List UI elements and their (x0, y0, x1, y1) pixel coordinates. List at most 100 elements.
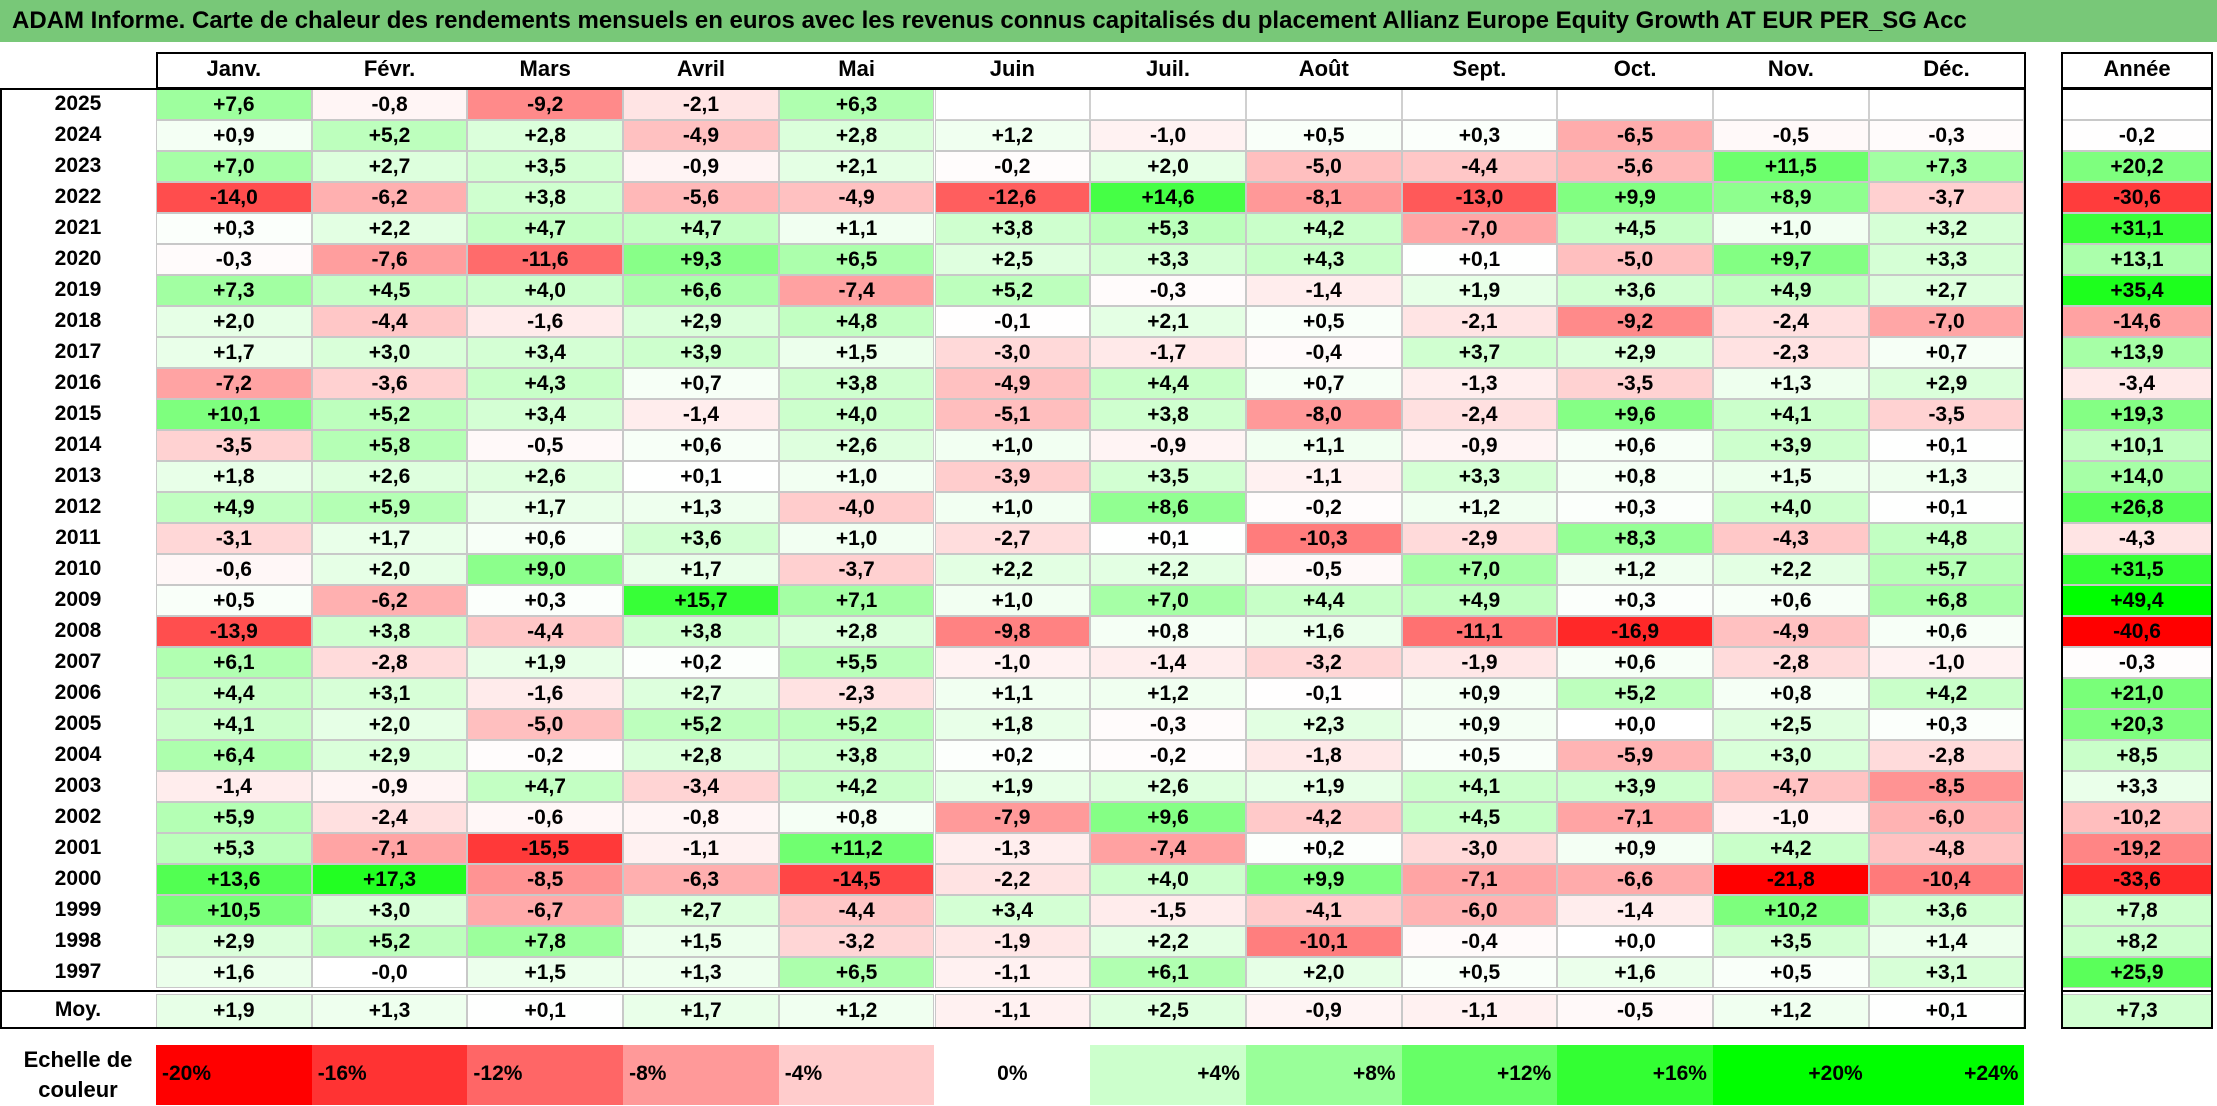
heatmap-cell: -4,4 (1401, 151, 1558, 182)
heatmap-cell: -1,3 (1401, 368, 1558, 399)
heatmap-cell: -8,1 (1245, 182, 1402, 213)
chart-title: ADAM Informe. Carte de chaleur des rende… (0, 0, 2217, 42)
heatmap-cell: +1,1 (778, 213, 935, 244)
heatmap-cell: -1,1 (1245, 461, 1402, 492)
heatmap-cell: +4,1 (156, 709, 312, 740)
heatmap-cell: +2,7 (623, 895, 779, 926)
heatmap-cell: -1,9 (934, 926, 1091, 957)
heatmap-cell: -7,9 (934, 802, 1091, 833)
heatmap-cell: +1,7 (467, 492, 624, 523)
heatmap-cell: +2,0 (1090, 151, 1246, 182)
heatmap-cell: +3,6 (1868, 895, 2025, 926)
heatmap-cell: +3,8 (467, 182, 624, 213)
color-scale-stop: +20% (1713, 1045, 1869, 1105)
year-label: 2002 (54, 805, 102, 828)
heatmap-cell: -6,2 (311, 585, 468, 616)
heatmap-cell: -3,4 (623, 771, 779, 802)
heatmap-cell: +3,8 (311, 616, 468, 647)
heatmap-cell: +3,0 (311, 895, 468, 926)
heatmap-cell: +0,3 (1557, 585, 1713, 616)
heatmap-cell: +5,2 (778, 709, 935, 740)
heatmap-cell: +4,5 (1401, 802, 1558, 833)
year-label: 2014 (54, 433, 102, 456)
heatmap-cell: -0,1 (934, 306, 1091, 337)
heatmap-cell: +0,0 (1557, 709, 1713, 740)
average-cell: -0,5 (1557, 994, 1713, 1028)
annual-cell: +49,4 (2061, 585, 2213, 616)
heatmap-cell: +6,1 (156, 647, 312, 678)
heatmap-cell: +5,2 (1557, 678, 1713, 709)
year-label: 2024 (54, 123, 102, 146)
heatmap-cell: -4,0 (778, 492, 935, 523)
heatmap-cell: +1,9 (1401, 275, 1558, 306)
heatmap-cell: +0,9 (1401, 709, 1558, 740)
heatmap-cell: -1,0 (1868, 647, 2025, 678)
heatmap-cell: +0,2 (934, 740, 1091, 771)
heatmap-cell: -2,8 (1713, 647, 1869, 678)
heatmap-cell: -1,6 (467, 678, 624, 709)
year-label: 2009 (54, 588, 102, 611)
heatmap-cell: +7,0 (156, 151, 312, 182)
heatmap-cell: +4,7 (467, 213, 624, 244)
heatmap-cell: +7,8 (467, 926, 624, 957)
heatmap-cell: -21,8 (1713, 864, 1869, 895)
heatmap-cell: +7,0 (1401, 554, 1558, 585)
heatmap-cell: +0,9 (1557, 833, 1713, 864)
average-annual-cell: +7,3 (2061, 994, 2213, 1028)
heatmap-cell: +0,5 (1401, 740, 1558, 771)
heatmap-cell: +0,6 (1868, 616, 2025, 647)
heatmap-cell: +10,2 (1713, 895, 1869, 926)
annual-cell: -30,6 (2061, 182, 2213, 213)
average-cell: -1,1 (1401, 994, 1558, 1028)
heatmap-cell: -10,1 (1245, 926, 1402, 957)
year-label: 2000 (54, 867, 102, 890)
year-label: 2019 (54, 278, 102, 301)
heatmap-cell: +4,3 (1245, 244, 1402, 275)
heatmap-cell: -0,2 (934, 151, 1091, 182)
heatmap-cell: +2,6 (778, 430, 935, 461)
heatmap-cell: -1,7 (1090, 337, 1246, 368)
heatmap-cell (934, 89, 1091, 120)
heatmap-cell: +4,4 (1245, 585, 1402, 616)
annual-cell: -33,6 (2061, 864, 2213, 895)
heatmap-cell: -8,5 (467, 864, 624, 895)
heatmap-cell: -14,5 (778, 864, 935, 895)
heatmap-cell: -6,2 (311, 182, 468, 213)
heatmap-cell: +8,6 (1090, 492, 1246, 523)
heatmap-cell: +3,5 (467, 151, 624, 182)
heatmap-cell: -3,7 (1868, 182, 2025, 213)
color-scale-stop: +16% (1557, 1045, 1713, 1105)
heatmap-cell: +3,8 (934, 213, 1091, 244)
heatmap-cell: +5,3 (1090, 213, 1246, 244)
annual-cell: -4,3 (2061, 523, 2213, 554)
heatmap-cell: +3,0 (1713, 740, 1869, 771)
heatmap-cell: +0,1 (1090, 523, 1246, 554)
heatmap-cell: -15,5 (467, 833, 624, 864)
heatmap-cell: -0,5 (1713, 120, 1869, 151)
heatmap-cell: +1,2 (934, 120, 1091, 151)
heatmap-cell: -13,0 (1401, 182, 1558, 213)
heatmap-cell: +2,6 (467, 461, 624, 492)
heatmap-cell: +17,3 (311, 864, 468, 895)
heatmap-cell: -1,4 (1245, 275, 1402, 306)
average-cell: +2,5 (1090, 994, 1246, 1028)
heatmap-cell: -0,2 (467, 740, 624, 771)
annual-cell: +8,2 (2061, 926, 2213, 957)
heatmap-cell: -2,3 (1713, 337, 1869, 368)
color-scale-stop: -12% (467, 1045, 624, 1105)
heatmap-cell: +3,5 (1090, 461, 1246, 492)
heatmap-cell: -2,8 (311, 647, 468, 678)
heatmap-cell: +0,1 (1868, 492, 2025, 523)
heatmap-cell: -0,0 (311, 957, 468, 988)
annual-cell: +20,2 (2061, 151, 2213, 182)
heatmap-cell: -0,8 (311, 89, 468, 120)
heatmap-cell: -1,5 (1090, 895, 1246, 926)
heatmap-cell: +0,7 (1868, 337, 2025, 368)
heatmap-cell: -4,4 (311, 306, 468, 337)
heatmap-cell: +6,8 (1868, 585, 2025, 616)
heatmap-cell: -3,9 (934, 461, 1091, 492)
month-header: Mars (519, 56, 571, 81)
heatmap-cell: +4,5 (311, 275, 468, 306)
heatmap-cell: +2,2 (311, 213, 468, 244)
heatmap-cell: +3,3 (1090, 244, 1246, 275)
